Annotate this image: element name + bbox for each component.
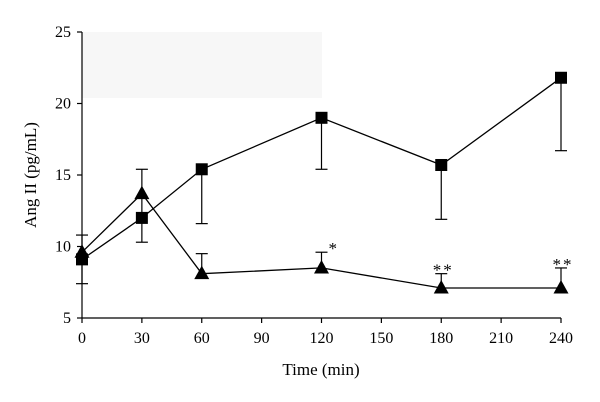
y-tick-label: 25 bbox=[55, 24, 71, 41]
data-point-triangle bbox=[553, 279, 569, 294]
x-tick-label: 90 bbox=[254, 330, 270, 347]
data-point-square bbox=[435, 158, 448, 171]
x-tick-label: 150 bbox=[369, 330, 393, 347]
plot-shade bbox=[82, 32, 322, 98]
data-point-square bbox=[135, 211, 148, 224]
data-point-triangle bbox=[194, 265, 210, 280]
y-tick-label: 20 bbox=[55, 96, 71, 113]
significance-marker: * bbox=[329, 239, 340, 258]
x-axis-label: Time (min) bbox=[282, 360, 359, 379]
data-point-square bbox=[315, 111, 328, 124]
x-tick-label: 120 bbox=[310, 330, 334, 347]
significance-marker: ** bbox=[433, 261, 454, 280]
x-tick-label: 240 bbox=[549, 330, 573, 347]
data-point-triangle bbox=[314, 259, 329, 274]
x-tick-label: 30 bbox=[134, 330, 150, 347]
x-tick-label: 210 bbox=[489, 330, 513, 347]
data-point-square bbox=[555, 71, 567, 84]
series-lines bbox=[81, 77, 562, 289]
axes: 5 10 15 20 25 0 30 60 90 120 150 180 210 240 bbox=[55, 24, 573, 347]
y-tick-label: 15 bbox=[55, 167, 71, 184]
y-tick-label: 10 bbox=[55, 239, 71, 256]
y-axis-label: Ang II (pg/mL) bbox=[21, 122, 40, 228]
series-line-square bbox=[81, 77, 562, 260]
x-tick-label: 180 bbox=[429, 330, 453, 347]
significance-annotations: *** ** bbox=[329, 239, 574, 280]
data-point-square bbox=[195, 163, 208, 176]
x-tick-label: 60 bbox=[194, 330, 210, 347]
data-point-triangle bbox=[74, 244, 90, 258]
series-line-triangle bbox=[81, 192, 561, 289]
significance-marker: ** bbox=[553, 255, 574, 274]
x-tick-label: 0 bbox=[78, 330, 86, 347]
y-tick-label: 5 bbox=[63, 310, 71, 327]
data-point-triangle bbox=[134, 185, 150, 200]
series-markers bbox=[74, 71, 569, 294]
data-point-triangle bbox=[433, 279, 449, 294]
